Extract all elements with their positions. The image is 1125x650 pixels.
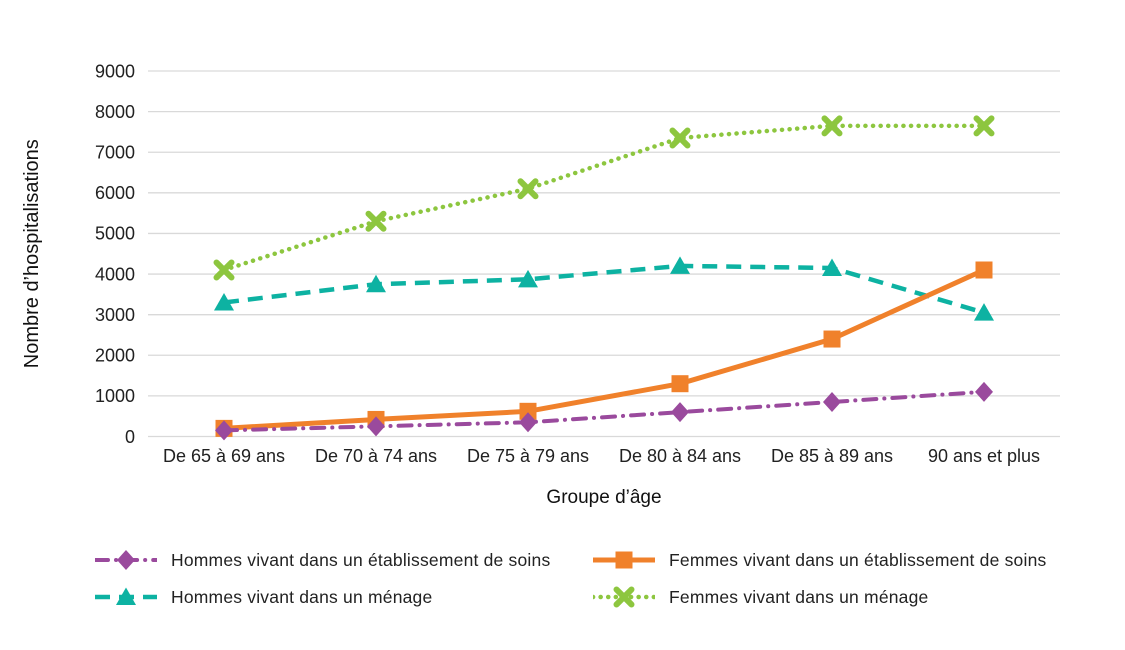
y-tick-label: 8000 xyxy=(95,102,135,122)
series-3 xyxy=(213,115,995,281)
x-tick-label: De 65 à 69 ans xyxy=(163,446,285,466)
data-point-marker xyxy=(823,330,841,348)
series-0 xyxy=(215,381,993,441)
data-point-marker xyxy=(671,375,689,393)
series-line xyxy=(223,263,985,315)
legend-label: Femmes vivant dans un établissement de s… xyxy=(669,549,1047,570)
legend-sample-dotted-x-icon xyxy=(593,586,655,608)
data-point-marker xyxy=(214,292,234,311)
series-line xyxy=(221,123,987,273)
x-tick-label: 90 ans et plus xyxy=(928,446,1040,466)
y-tick-label: 2000 xyxy=(95,346,135,366)
data-point-marker xyxy=(519,412,537,433)
legend-label: Hommes vivant dans un établissement de s… xyxy=(171,549,551,570)
data-point-marker xyxy=(366,274,386,293)
y-axis-title: Nombre d’hospitalisations xyxy=(21,139,43,368)
y-tick-label: 4000 xyxy=(95,264,135,284)
data-point-marker xyxy=(116,587,136,605)
data-point-marker xyxy=(973,115,995,137)
y-tick-label: 5000 xyxy=(95,224,135,244)
legend-item-femmes-menage: Femmes vivant dans un ménage xyxy=(593,586,1046,608)
data-point-marker xyxy=(213,259,235,281)
series-line xyxy=(223,267,986,431)
y-tick-label: 6000 xyxy=(95,183,135,203)
legend-label: Femmes vivant dans un ménage xyxy=(669,586,929,607)
y-tick-label: 9000 xyxy=(95,61,135,81)
data-point-marker xyxy=(517,178,539,200)
y-tick-label: 3000 xyxy=(95,305,135,325)
data-point-marker xyxy=(367,416,385,437)
data-point-marker xyxy=(215,420,233,441)
data-point-marker xyxy=(822,258,842,276)
data-point-marker xyxy=(975,261,993,279)
data-point-marker xyxy=(974,303,994,321)
y-tick-label: 0 xyxy=(125,427,135,447)
data-point-marker xyxy=(975,381,993,402)
legend-sample-dashed-triangle-icon xyxy=(95,587,157,605)
legend-sample-solid-square-icon xyxy=(593,551,655,569)
x-axis-title: Groupe d’âge xyxy=(546,487,661,508)
legend-item-hommes-menage: Hommes vivant dans un ménage xyxy=(95,586,593,608)
data-point-marker xyxy=(671,402,689,423)
data-point-marker xyxy=(518,269,538,288)
y-tick-label: 1000 xyxy=(95,386,135,406)
chart-legend: Hommes vivant dans un établissement de s… xyxy=(95,549,1046,608)
series-1 xyxy=(215,261,993,437)
data-point-marker xyxy=(670,256,690,274)
x-tick-label: De 80 à 84 ans xyxy=(619,446,741,466)
line-chart: 0 1000 2000 3000 4000 5000 6000 7000 8000 9000 De … xyxy=(21,61,1060,508)
data-point-marker xyxy=(519,402,537,420)
data-point-marker xyxy=(613,586,635,608)
data-point-marker xyxy=(823,391,841,412)
x-tick-label: De 85 à 89 ans xyxy=(771,446,893,466)
series-line xyxy=(222,389,986,433)
data-point-marker xyxy=(669,127,691,149)
series-2 xyxy=(214,256,994,321)
x-tick-label: De 75 à 79 ans xyxy=(467,446,589,466)
legend-item-femmes-etablissement: Femmes vivant dans un établissement de s… xyxy=(593,549,1046,571)
y-tick-label: 7000 xyxy=(95,143,135,163)
data-point-marker xyxy=(365,210,387,232)
legend-label: Hommes vivant dans un ménage xyxy=(171,586,433,607)
legend-item-hommes-etablissement: Hommes vivant dans un établissement de s… xyxy=(95,549,593,571)
x-tick-label: De 70 à 74 ans xyxy=(315,446,437,466)
data-point-marker xyxy=(615,551,633,569)
data-point-marker xyxy=(117,550,135,570)
data-point-marker xyxy=(821,115,843,137)
legend-sample-dashdot-diamond-icon xyxy=(95,550,157,570)
